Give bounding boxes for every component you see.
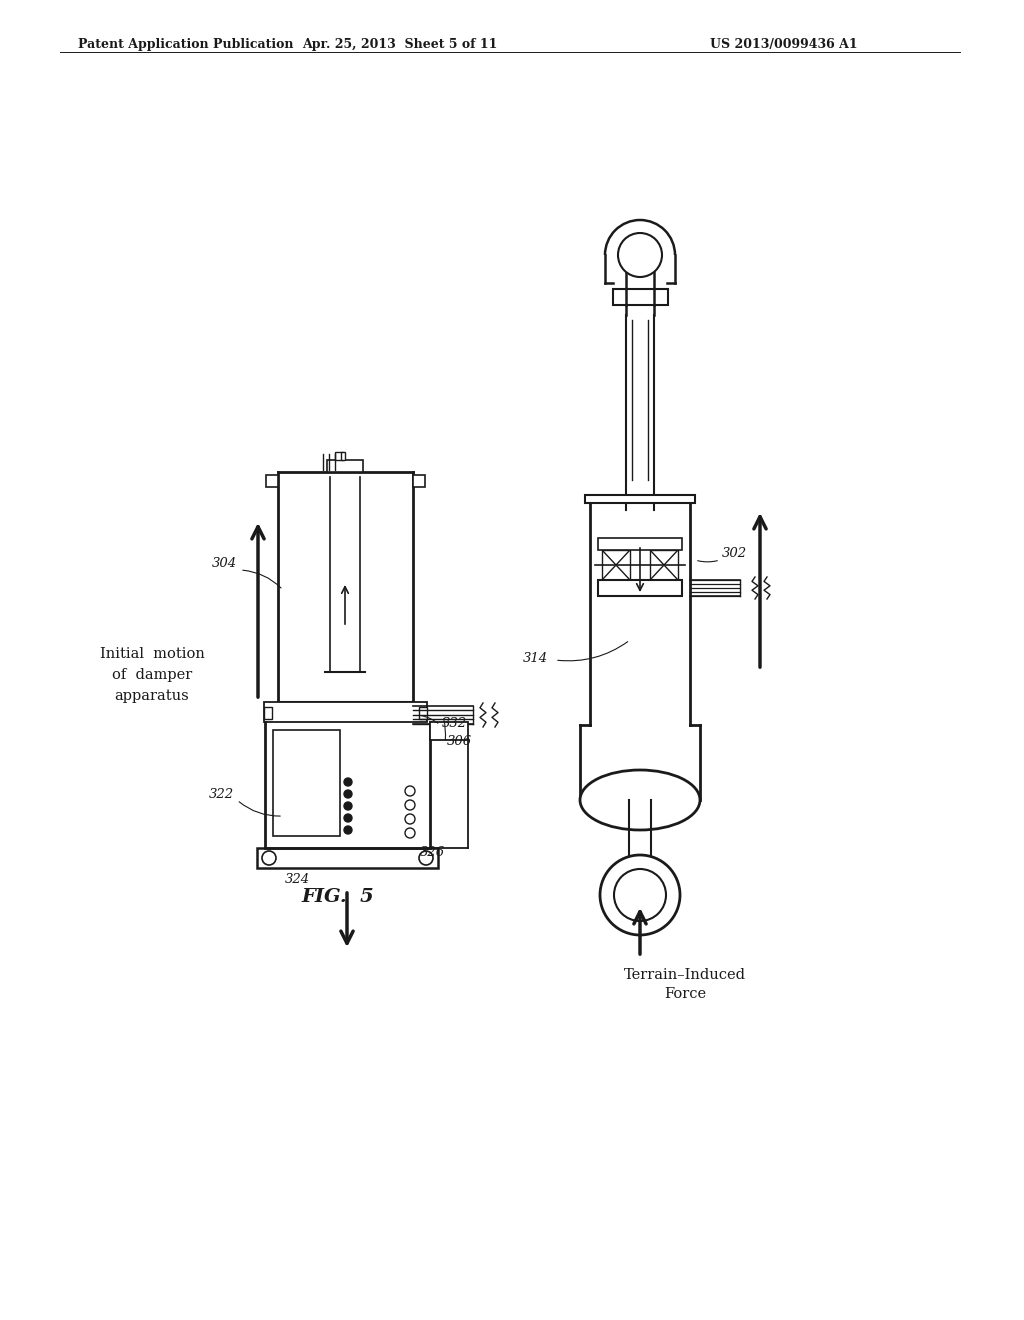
Text: 324: 324 — [285, 873, 310, 886]
Circle shape — [406, 814, 415, 824]
Bar — [613, 289, 668, 305]
Bar — [419, 708, 427, 719]
Bar — [430, 722, 468, 741]
Text: Apr. 25, 2013  Sheet 5 of 11: Apr. 25, 2013 Sheet 5 of 11 — [302, 38, 498, 51]
Bar — [413, 475, 425, 487]
Text: 306: 306 — [447, 735, 472, 748]
Bar — [273, 730, 340, 836]
Text: Patent Application Publication: Patent Application Publication — [78, 38, 294, 51]
Bar — [335, 451, 343, 459]
Bar — [266, 475, 278, 487]
Text: US 2013/0099436 A1: US 2013/0099436 A1 — [710, 38, 858, 51]
Ellipse shape — [580, 770, 700, 830]
Circle shape — [406, 800, 415, 810]
Circle shape — [344, 826, 352, 834]
Circle shape — [344, 814, 352, 822]
Bar — [341, 451, 345, 459]
Circle shape — [406, 828, 415, 838]
Bar — [264, 708, 272, 719]
Circle shape — [618, 234, 662, 277]
Text: 314: 314 — [523, 652, 548, 665]
Text: 302: 302 — [722, 546, 748, 560]
Circle shape — [614, 869, 666, 921]
Text: Initial  motion
of  damper
apparatus: Initial motion of damper apparatus — [99, 647, 205, 702]
Bar — [650, 550, 678, 579]
Bar — [602, 550, 630, 579]
Bar — [257, 847, 438, 869]
Text: FIG.  5: FIG. 5 — [302, 888, 375, 906]
Text: 332: 332 — [442, 717, 467, 730]
Text: 326: 326 — [420, 846, 445, 859]
Bar — [264, 702, 427, 722]
Circle shape — [406, 785, 415, 796]
Text: Terrain–Induced
Force: Terrain–Induced Force — [624, 968, 746, 1002]
Bar — [598, 539, 682, 550]
Circle shape — [344, 789, 352, 799]
Bar — [598, 579, 682, 597]
Circle shape — [344, 777, 352, 785]
Bar — [327, 459, 362, 473]
Circle shape — [262, 851, 276, 865]
Text: 322: 322 — [209, 788, 234, 801]
Text: 304: 304 — [212, 557, 237, 570]
Bar — [585, 495, 695, 503]
Circle shape — [600, 855, 680, 935]
Circle shape — [344, 803, 352, 810]
Circle shape — [419, 851, 433, 865]
